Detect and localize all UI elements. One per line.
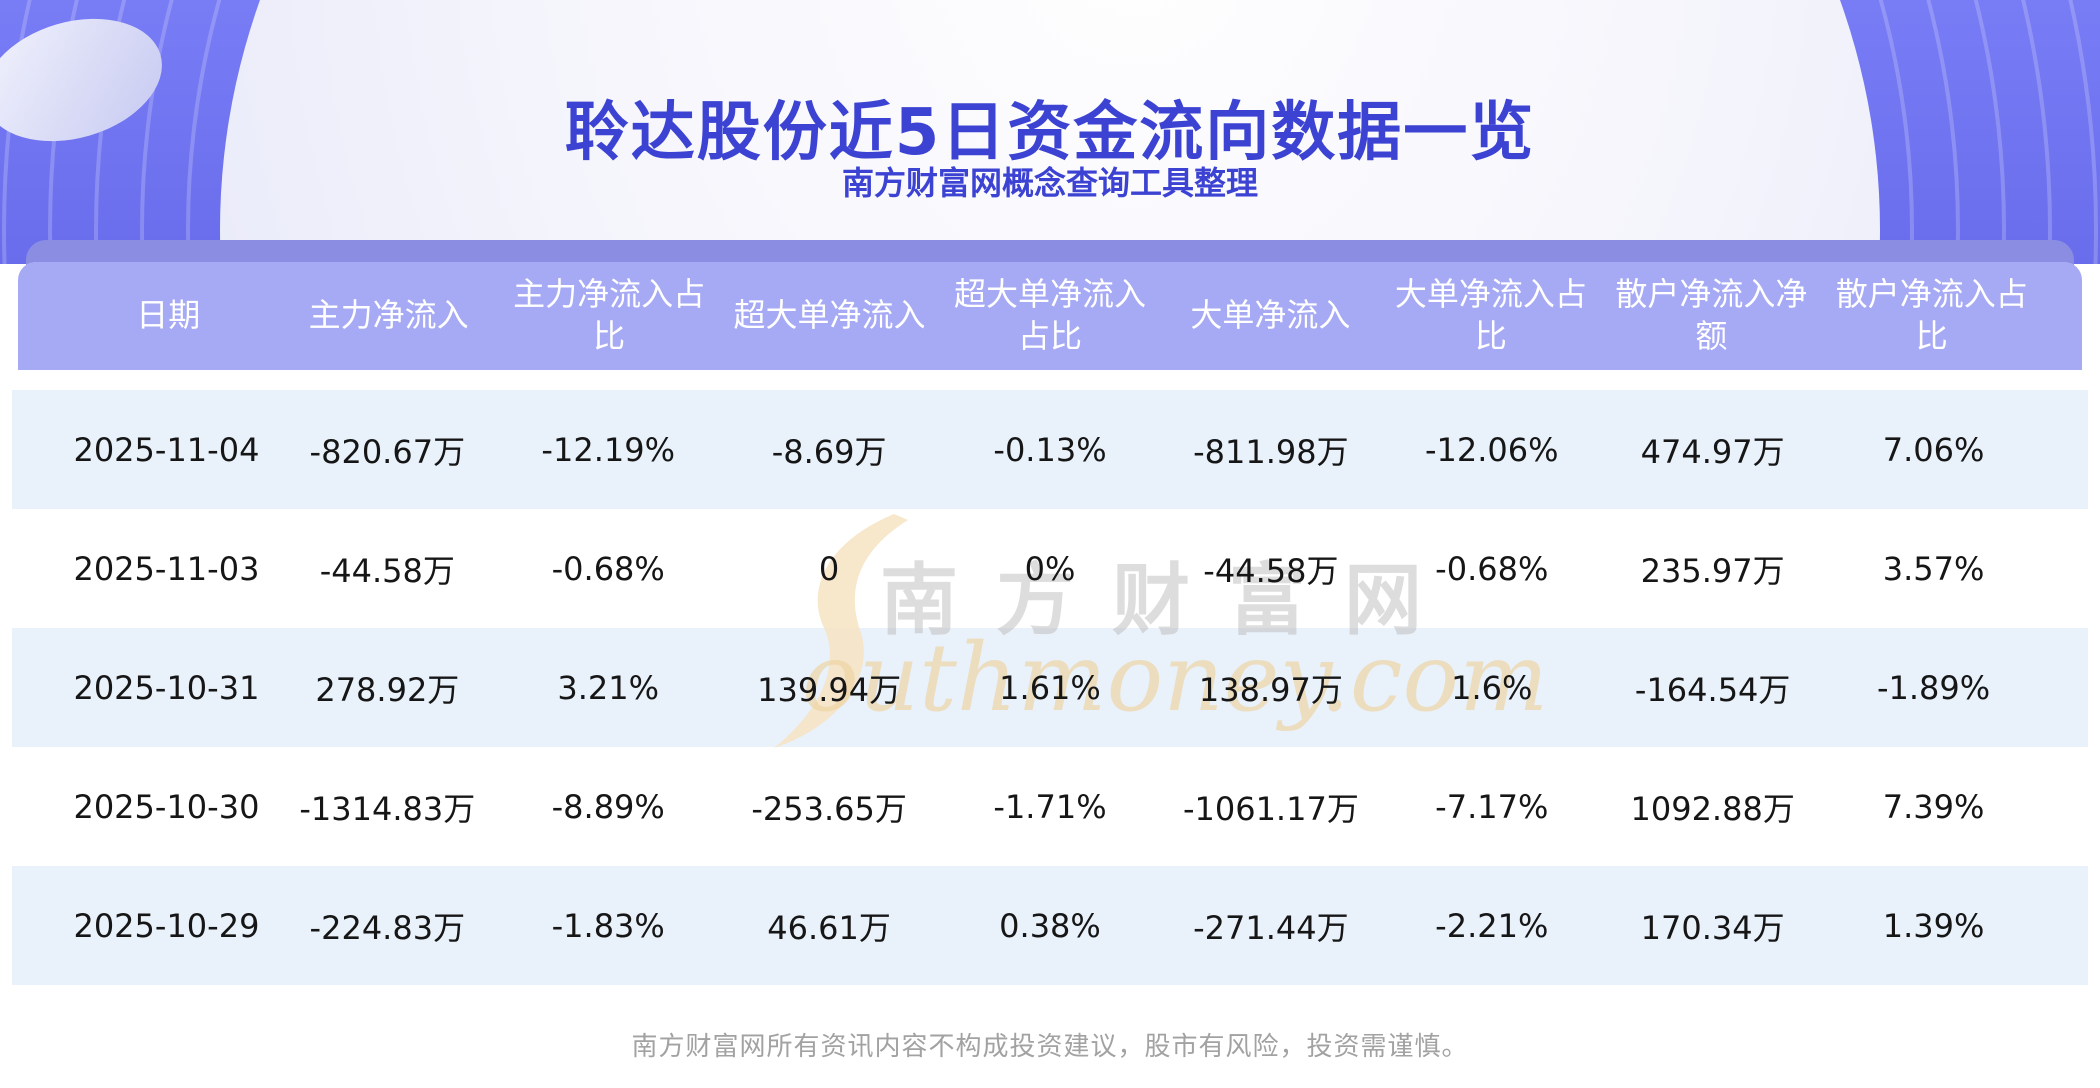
table-cell: 2025-11-04 [73,430,260,469]
table-cell: -1314.83万 [299,789,476,828]
page-title: 聆达股份近5日资金流向数据一览 [564,95,1536,170]
table-cell: 3.21% [557,668,660,707]
table-cell: -0.68% [1435,549,1549,588]
table-row: 2025-10-31 278.92万 3.21% 139.94万 1.61% 138.97… [12,628,2088,747]
table-header-row: 日期 主力净流入 主力净流入占比 超大单净流入 超大单净流入占比 大单净流入 大单净流入占比… [18,262,2082,370]
table-cell: 474.97万 [1640,432,1785,471]
table-cell: 278.92万 [315,670,460,709]
column-header: 主力净流入 [308,296,469,335]
table-cell: -1.83% [551,906,665,945]
table-cell: 2025-11-03 [73,549,260,588]
table-cell: 2025-10-31 [73,668,260,707]
table-cell: 7.06% [1882,430,1985,469]
table-cell: -1061.17万 [1182,789,1359,828]
column-header: 超大单净流入占比 [953,275,1146,355]
table-cell: 235.97万 [1640,551,1785,590]
table-card: 日期 主力净流入 主力净流入占比 超大单净流入 超大单净流入占比 大单净流入 大单净流入占比… [12,262,2088,1008]
footer-disclaimer: 南方财富网所有资讯内容不构成投资建议，股市有风险，投资需谨慎。 [631,1032,1469,1062]
table-row: 2025-11-04 -820.67万 -12.19% -8.69万 -0.13% -81… [12,390,2088,509]
table-cell: 1.61% [999,668,1101,707]
table-cell: 0.38% [999,906,1101,945]
table-cell: -8.69万 [771,432,887,471]
table-cell: -1.71% [993,787,1107,826]
table-cell: -44.58万 [1203,551,1339,590]
table-cell: -12.19% [541,430,675,469]
table-cell: 139.94万 [757,670,902,709]
table-cell: -12.06% [1424,430,1559,469]
column-header: 日期 [136,296,201,335]
column-header: 大单净流入 [1190,296,1351,335]
table-cell: -44.58万 [319,551,455,590]
table-cell: -811.98万 [1193,432,1349,471]
column-header: 散户净流入净额 [1615,275,1808,355]
table-row: 2025-10-29 -224.83万 -1.83% 46.61万 0.38% -271.… [12,866,2088,985]
table-cell: -0.13% [993,430,1107,469]
table-cell: -820.67万 [309,432,466,471]
table-cell: 1092.88万 [1630,789,1795,828]
hero-blob [220,0,1880,264]
table-cell: 2025-10-30 [73,787,260,826]
column-header: 超大单净流入 [733,296,926,335]
table-cell: 2025-10-29 [73,906,260,945]
table-cell: 0% [1024,549,1076,588]
table-cell: 3.57% [1882,549,1985,588]
table-cell: 138.97万 [1198,670,1343,709]
table-cell: 170.34万 [1640,908,1785,947]
table-body: 2025-11-04 -820.67万 -12.19% -8.69万 -0.13% -81… [12,390,2088,985]
table-cell: 1.39% [1882,906,1985,945]
table-row: 2025-10-30 -1314.83万 -8.89% -253.65万 -1.71% -… [12,747,2088,866]
table-cell: -0.68% [551,549,665,588]
table-cell: 1.6% [1451,668,1533,707]
table-cell: -164.54万 [1634,670,1791,709]
table-cell: -7.17% [1435,787,1549,826]
page-subtitle: 南方财富网概念查询工具整理 [841,164,1258,202]
column-header: 大单净流入占比 [1394,275,1587,355]
table-cell: -271.44万 [1193,908,1349,947]
table-cell: -224.83万 [309,908,466,947]
hero-banner: 聆达股份近5日资金流向数据一览 南方财富网概念查询工具整理 [0,0,2100,264]
table-cell: -8.89% [551,787,665,826]
table-cell: 0 [818,549,840,588]
table-cell: -2.21% [1435,906,1549,945]
table-cell: 7.39% [1882,787,1985,826]
table-cell: -253.65万 [751,789,907,828]
column-header: 散户净流入占比 [1835,275,2028,355]
table-cell: -1.89% [1876,668,1991,707]
table-cell: 46.61万 [767,908,891,947]
table-row: 2025-11-03 -44.58万 -0.68% 0 0% -44.58万 -0.68% 2… [12,509,2088,628]
column-header: 主力净流入占比 [513,275,706,355]
